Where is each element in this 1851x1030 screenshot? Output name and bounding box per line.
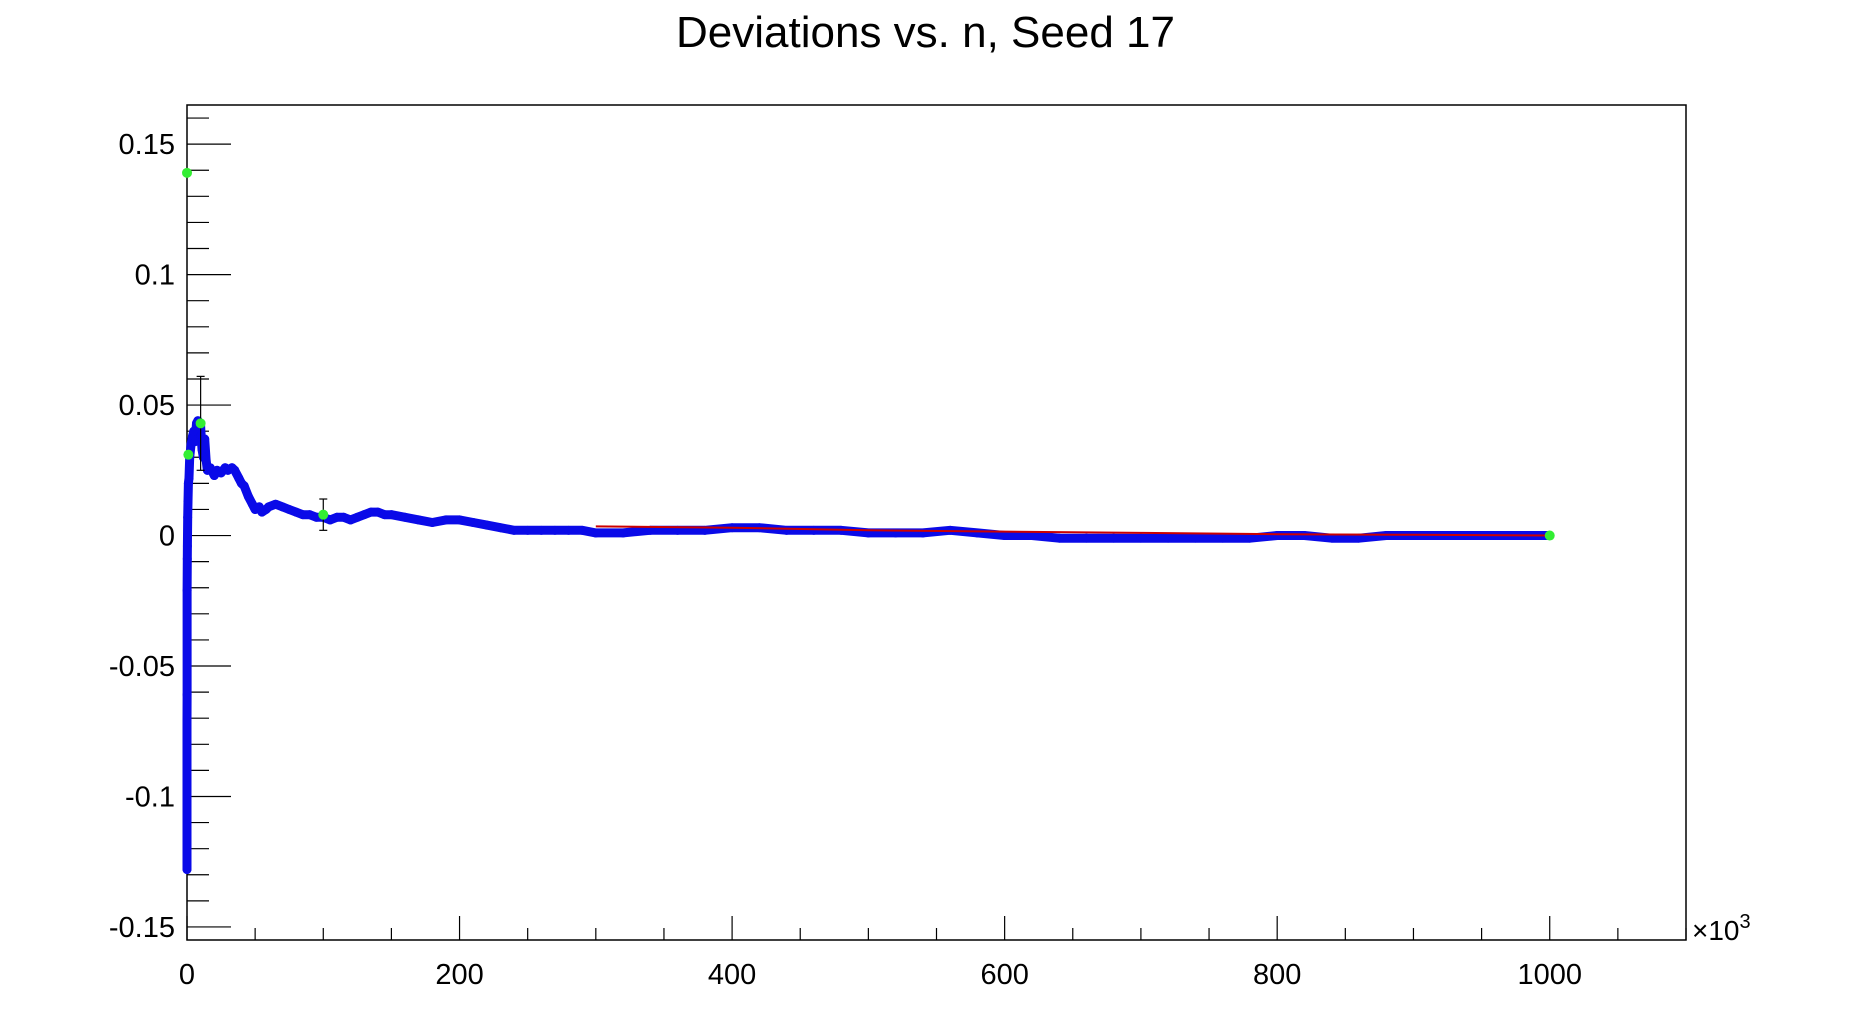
series-main-point bbox=[1081, 533, 1091, 543]
series-main-point bbox=[305, 510, 315, 520]
series-main-band bbox=[182, 416, 1555, 874]
series-main-point bbox=[239, 481, 249, 491]
series-main-point bbox=[1000, 531, 1010, 541]
x-axis-multiplier-exponent: 3 bbox=[1740, 911, 1751, 933]
x-tick-label: 800 bbox=[1253, 959, 1301, 991]
series-main-point bbox=[918, 528, 928, 538]
series-main-point bbox=[182, 865, 192, 875]
x-axis-multiplier: ×103 bbox=[1692, 911, 1751, 946]
x-tick-label: 1000 bbox=[1517, 959, 1582, 991]
series-highlight-point bbox=[182, 167, 193, 178]
series-main-point bbox=[271, 499, 281, 509]
series-main-point bbox=[230, 465, 240, 475]
series-main-point bbox=[523, 525, 533, 535]
series-main-point bbox=[414, 515, 424, 525]
series-main-point bbox=[564, 525, 574, 535]
series-main-point bbox=[332, 512, 342, 522]
series-main-point bbox=[277, 502, 287, 512]
series-highlight-point bbox=[318, 509, 329, 520]
series-main-point bbox=[577, 525, 587, 535]
series-main-point bbox=[809, 525, 819, 535]
series-highlight-point bbox=[183, 449, 194, 460]
series-main-point bbox=[1054, 533, 1064, 543]
series-main-point bbox=[591, 528, 601, 538]
y-tick-label: 0.05 bbox=[119, 390, 175, 422]
data-marks bbox=[182, 167, 1555, 875]
series-main-point bbox=[190, 437, 200, 447]
series-main-point bbox=[339, 512, 349, 522]
x-tick-label: 0 bbox=[179, 959, 195, 991]
series-main-point bbox=[182, 690, 192, 700]
series-main-point bbox=[468, 518, 478, 527]
chart-title: Deviations vs. n, Seed 17 bbox=[676, 8, 1175, 57]
x-tick-label: 600 bbox=[980, 959, 1028, 991]
series-main-point bbox=[441, 515, 451, 525]
y-tick-label: -0.15 bbox=[109, 912, 175, 944]
series-main-point bbox=[182, 585, 192, 595]
y-tick-label: 0.15 bbox=[119, 129, 175, 161]
series-main-point bbox=[197, 444, 207, 454]
series-main-point bbox=[495, 523, 505, 533]
x-tick-label: 200 bbox=[435, 959, 483, 991]
series-main-point bbox=[182, 541, 192, 551]
series-main-point bbox=[1027, 531, 1037, 541]
series-main-point bbox=[183, 512, 193, 522]
series-main-point bbox=[400, 512, 410, 522]
series-main-point bbox=[1163, 533, 1173, 543]
series-main-point bbox=[284, 504, 294, 514]
series-main-point bbox=[352, 512, 362, 522]
series-main-point bbox=[346, 515, 356, 525]
series-main-point bbox=[482, 520, 492, 530]
series-main-point bbox=[1218, 533, 1228, 543]
series-main-point bbox=[359, 510, 369, 520]
y-tick-label: -0.1 bbox=[125, 781, 175, 813]
series-main-point bbox=[427, 518, 437, 527]
x-tick-label: 400 bbox=[708, 959, 756, 991]
series-main-point bbox=[645, 525, 655, 535]
series-main-point bbox=[386, 510, 396, 520]
series-main-point bbox=[182, 554, 192, 564]
y-tick-label: -0.05 bbox=[109, 651, 175, 683]
series-main-point bbox=[200, 434, 210, 444]
series-main-point bbox=[373, 507, 383, 517]
series-main-point bbox=[291, 507, 301, 517]
series-main-point bbox=[366, 507, 376, 517]
series-main-point bbox=[183, 497, 193, 507]
series-main-point bbox=[1354, 533, 1364, 543]
series-fit-line bbox=[595, 525, 1550, 537]
series-main-point bbox=[455, 515, 465, 525]
series-main-point bbox=[550, 525, 560, 535]
series-main-point bbox=[298, 510, 308, 520]
series-main-point bbox=[1136, 533, 1146, 543]
y-tick-label: 0.1 bbox=[135, 260, 175, 292]
series-highlight-point bbox=[1544, 530, 1555, 541]
series-main-point bbox=[264, 502, 274, 512]
series-main-point bbox=[182, 716, 192, 726]
y-tick-label: 0 bbox=[159, 521, 175, 553]
series-main-point bbox=[509, 525, 519, 535]
series-main-point bbox=[1190, 533, 1200, 543]
series-main-point bbox=[536, 525, 546, 535]
series-main-point bbox=[243, 491, 253, 501]
series-highlight-point bbox=[195, 418, 206, 429]
series-main-point bbox=[782, 525, 792, 535]
series-main-point bbox=[1109, 533, 1119, 543]
series-main-point bbox=[1299, 531, 1309, 541]
series-main-point bbox=[325, 515, 335, 525]
axes: 0 200 400 600 800 1000 0.15 0.1 0.05 0 -0.05 -0.1 -0… bbox=[109, 117, 1687, 991]
series-main-point bbox=[972, 528, 982, 538]
series-main-point bbox=[184, 473, 194, 483]
series-main-point bbox=[205, 463, 215, 473]
series-main-point bbox=[618, 528, 628, 538]
series-main-point bbox=[201, 455, 211, 465]
series-main-point bbox=[1272, 531, 1282, 541]
series-main-point bbox=[1245, 533, 1255, 543]
series-main-point bbox=[380, 510, 390, 520]
series-main-point bbox=[1327, 533, 1337, 543]
